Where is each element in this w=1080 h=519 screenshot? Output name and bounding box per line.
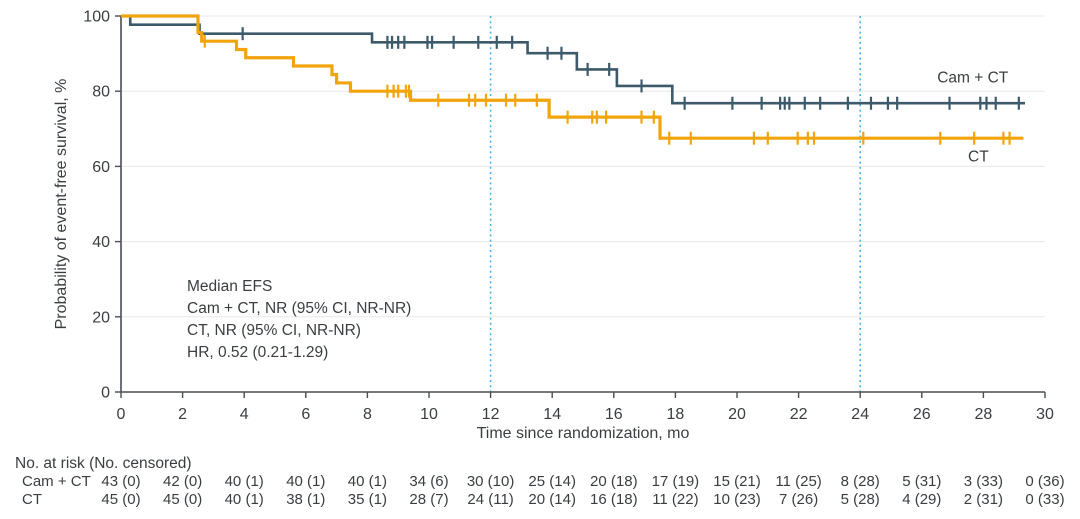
risk-row-label-ct: CT bbox=[22, 491, 42, 508]
survival-curves bbox=[121, 14, 1025, 145]
x-tick-label: 24 bbox=[851, 406, 869, 423]
x-tick-label: 22 bbox=[790, 406, 808, 423]
risk-value: 40 (1) bbox=[348, 473, 387, 490]
risk-value: 15 (21) bbox=[713, 473, 761, 490]
y-tick-label: 100 bbox=[83, 9, 110, 26]
risk-table-values: 43 (0)45 (0)42 (0)45 (0)40 (1)40 (1)40 (… bbox=[101, 473, 1064, 508]
risk-value: 20 (14) bbox=[528, 491, 576, 508]
risk-value: 10 (23) bbox=[713, 491, 761, 508]
x-tick-label: 26 bbox=[913, 406, 931, 423]
risk-value: 16 (18) bbox=[590, 491, 638, 508]
risk-value: 40 (1) bbox=[225, 491, 264, 508]
annotation-line-2: Cam + CT, NR (95% CI, NR-NR) bbox=[187, 300, 411, 317]
risk-value: 43 (0) bbox=[101, 473, 140, 490]
risk-value: 40 (1) bbox=[225, 473, 264, 490]
x-tick-label: 6 bbox=[301, 406, 310, 423]
risk-value: 11 (25) bbox=[775, 473, 821, 490]
censor-ticks-ct bbox=[203, 34, 1011, 145]
risk-value: 0 (33) bbox=[1025, 491, 1064, 508]
risk-value: 25 (14) bbox=[528, 473, 576, 490]
risk-value: 3 (33) bbox=[964, 473, 1003, 490]
x-axis-label: Time since randomization, mo bbox=[477, 425, 690, 442]
risk-value: 2 (31) bbox=[964, 491, 1003, 508]
x-tick-label: 8 bbox=[363, 406, 372, 423]
annotation-line-4: HR, 0.52 (0.21-1.29) bbox=[187, 344, 328, 361]
annotation-line-1: Median EFS bbox=[187, 278, 272, 295]
x-tick-label: 12 bbox=[482, 406, 500, 423]
risk-value: 28 (7) bbox=[409, 491, 448, 508]
risk-value: 0 (36) bbox=[1025, 473, 1064, 490]
risk-value: 24 (11) bbox=[467, 491, 513, 508]
curve-label-ct: CT bbox=[968, 149, 989, 166]
x-tick-label: 16 bbox=[605, 406, 623, 423]
y-tick-label: 20 bbox=[92, 309, 110, 326]
risk-value: 42 (0) bbox=[163, 473, 202, 490]
risk-table: No. at risk (No. censored) Cam + CT CT 4… bbox=[15, 455, 1065, 508]
risk-value: 34 (6) bbox=[409, 473, 448, 490]
risk-value: 8 (28) bbox=[841, 473, 880, 490]
risk-value: 38 (1) bbox=[286, 491, 325, 508]
reference-lines bbox=[489, 16, 862, 392]
x-tick-label: 2 bbox=[178, 406, 187, 423]
curve-label-cam-ct: Cam + CT bbox=[937, 70, 1009, 87]
km-curve-ct bbox=[121, 14, 1024, 140]
km-curve-cam-ct bbox=[121, 14, 1025, 105]
y-axis-label: Probability of event-free survival, % bbox=[53, 79, 70, 330]
risk-value: 5 (31) bbox=[902, 473, 941, 490]
risk-row-label-cam-ct: Cam + CT bbox=[22, 473, 91, 490]
x-tick-label: 10 bbox=[420, 406, 438, 423]
risk-value: 40 (1) bbox=[286, 473, 325, 490]
risk-value: 4 (29) bbox=[902, 491, 941, 508]
gridlines bbox=[121, 15, 1045, 318]
annotation-line-3: CT, NR (95% CI, NR-NR) bbox=[187, 322, 361, 339]
risk-value: 45 (0) bbox=[163, 491, 202, 508]
y-tick-label: 80 bbox=[92, 84, 110, 101]
x-tick-label: 20 bbox=[728, 406, 746, 423]
risk-value: 5 (28) bbox=[841, 491, 880, 508]
risk-table-header: No. at risk (No. censored) bbox=[15, 455, 192, 472]
risk-value: 20 (18) bbox=[590, 473, 638, 490]
x-tick-label: 0 bbox=[117, 406, 126, 423]
x-tick-label: 14 bbox=[543, 406, 561, 423]
risk-value: 35 (1) bbox=[348, 491, 387, 508]
risk-value: 11 (22) bbox=[652, 491, 698, 508]
x-tick-label: 28 bbox=[975, 406, 993, 423]
risk-value: 7 (26) bbox=[779, 491, 818, 508]
x-tick-label: 18 bbox=[667, 406, 685, 423]
median-efs-annotation: Median EFS Cam + CT, NR (95% CI, NR-NR) … bbox=[187, 278, 411, 361]
risk-value: 30 (10) bbox=[467, 473, 515, 490]
censor-ticks-cam-ct bbox=[241, 27, 1020, 110]
x-tick-label: 30 bbox=[1036, 406, 1054, 423]
y-tick-label: 0 bbox=[101, 385, 110, 402]
y-tick-label: 60 bbox=[92, 159, 110, 176]
risk-value: 17 (19) bbox=[652, 473, 700, 490]
x-tick-label: 4 bbox=[240, 406, 249, 423]
y-tick-label: 40 bbox=[92, 234, 110, 251]
risk-value: 45 (0) bbox=[101, 491, 140, 508]
